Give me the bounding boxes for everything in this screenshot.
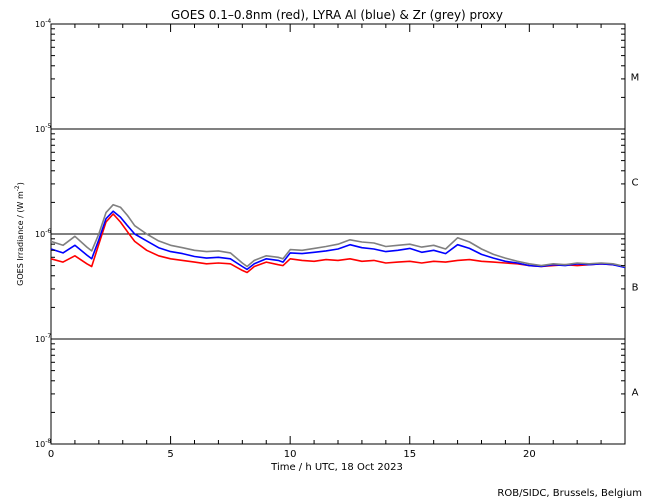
series-line-2 <box>50 203 626 268</box>
y-tick-label: 10-4 <box>35 18 51 29</box>
x-tick-label: 15 <box>403 449 416 460</box>
flare-class-label: B <box>632 283 639 294</box>
y-tick-label: 10-8 <box>35 438 51 449</box>
y-axis-label: GOES Irradiance / (W m-2) <box>14 182 25 286</box>
flare-class-labels: M C B A <box>631 73 640 399</box>
y-axis: 10-4 10-5 10-6 10-7 10-8 <box>35 18 625 449</box>
x-tick-label: 5 <box>167 449 173 460</box>
x-axis: 0 5 10 15 20 <box>48 24 626 460</box>
x-axis-label: Time / h UTC, 18 Oct 2023 <box>270 462 403 473</box>
y-tick-label: 10-6 <box>35 228 51 239</box>
x-tick-label: 10 <box>284 449 297 460</box>
chart-title: GOES 0.1–0.8nm (red), LYRA Al (blue) & Z… <box>171 8 503 22</box>
x-tick-label: 0 <box>48 449 54 460</box>
flare-class-lines <box>51 128 625 340</box>
y-axis-label-close: ) <box>16 182 25 185</box>
flare-class-label: C <box>632 178 639 189</box>
y-axis-label-main: GOES Irradiance / (W m <box>16 191 25 286</box>
flare-class-label: M <box>631 73 640 84</box>
series-line-0 <box>50 213 626 274</box>
series-line-1 <box>50 210 626 271</box>
credit-text: ROB/SIDC, Brussels, Belgium <box>497 488 642 499</box>
y-axis-label-sup: -2 <box>14 185 21 191</box>
series-layer <box>50 203 626 274</box>
flare-class-label: A <box>632 388 639 399</box>
x-tick-label: 20 <box>523 449 536 460</box>
y-tick-label: 10-7 <box>35 333 51 344</box>
y-tick-label: 10-5 <box>35 123 51 134</box>
